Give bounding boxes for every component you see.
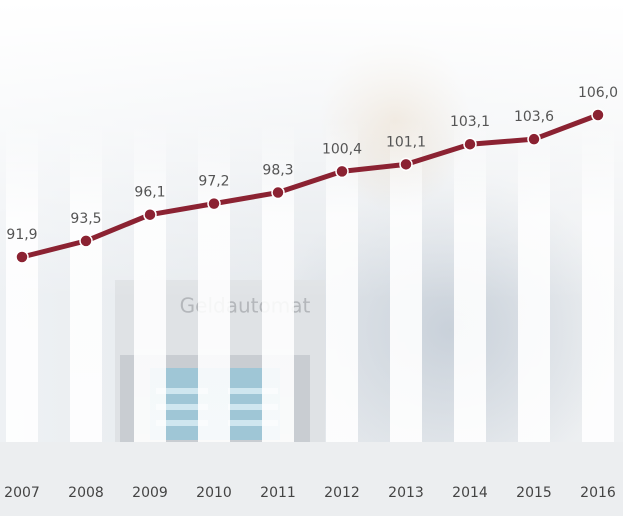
stripe — [582, 120, 614, 442]
marker — [463, 137, 477, 151]
x-tick-label: 2016 — [580, 485, 616, 501]
x-tick-label: 2014 — [452, 485, 488, 501]
x-tick-label: 2009 — [132, 485, 168, 501]
stripe — [6, 120, 38, 442]
stripe — [134, 120, 166, 442]
x-tick-label: 2013 — [388, 485, 424, 501]
marker — [271, 185, 285, 200]
x-tick-label: 2007 — [4, 485, 40, 501]
stripe — [262, 120, 294, 442]
x-tick-label: 2011 — [260, 485, 296, 501]
value-label: 106,0 — [578, 85, 618, 101]
stripe — [454, 120, 486, 442]
value-label: 97,2 — [198, 174, 229, 190]
marker — [591, 108, 605, 122]
value-label: 93,5 — [70, 211, 101, 227]
value-label: 101,1 — [386, 134, 426, 150]
marker — [335, 164, 349, 179]
stripe — [70, 120, 102, 442]
x-tick-label: 2008 — [68, 485, 104, 501]
marker — [207, 196, 221, 211]
value-label: 91,9 — [6, 227, 37, 243]
x-axis-band — [0, 442, 623, 516]
marker — [527, 132, 541, 146]
stripe — [518, 120, 550, 442]
line — [21, 112, 599, 260]
x-tick-label: 2012 — [324, 485, 360, 501]
marker — [79, 234, 93, 248]
value-label: 96,1 — [134, 185, 165, 201]
column-stripes — [6, 120, 614, 442]
x-tick-label: 2015 — [516, 485, 552, 501]
marker — [399, 157, 413, 172]
stripe — [390, 120, 422, 442]
marker — [143, 207, 157, 222]
x-tick-label: 2010 — [196, 485, 232, 501]
stripe — [198, 120, 230, 442]
marker — [15, 250, 29, 264]
value-label: 98,3 — [262, 163, 293, 179]
value-label: 100,4 — [322, 141, 362, 157]
value-label: 103,6 — [514, 109, 554, 125]
value-label: 103,1 — [450, 114, 490, 130]
